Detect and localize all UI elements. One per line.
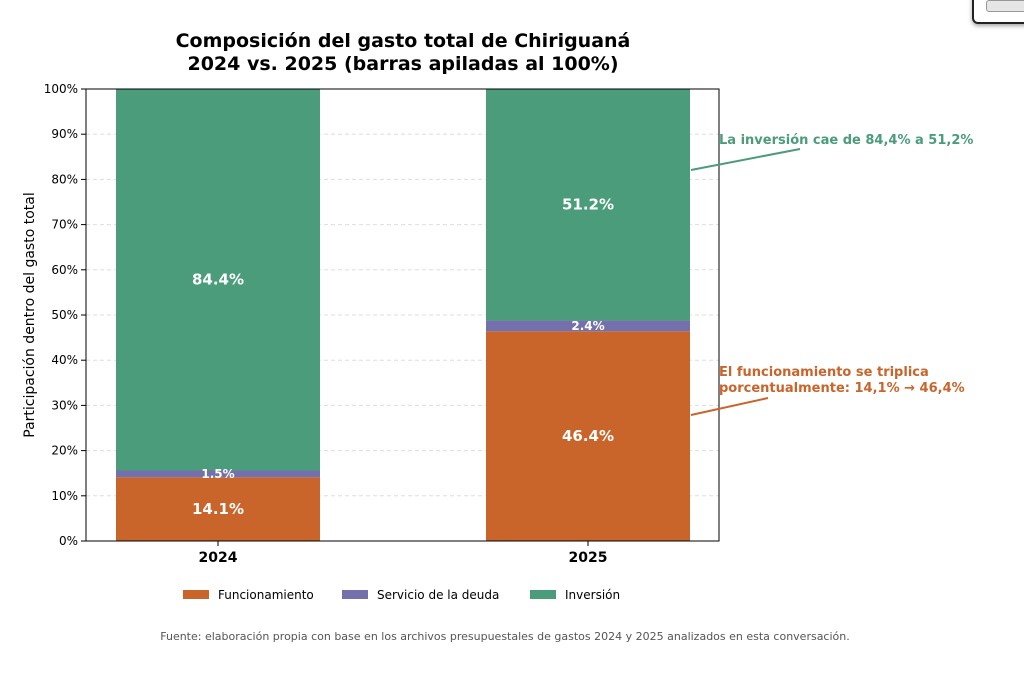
y-tick-label: 100% <box>44 82 78 96</box>
legend-label: Funcionamiento <box>218 588 314 602</box>
y-axis-label: Participación dentro del gasto total <box>22 192 38 438</box>
chart-subtitle: 2024 vs. 2025 (barras apiladas al 100%) <box>187 53 618 75</box>
y-tick-label: 0% <box>59 534 78 548</box>
bar-segment <box>486 331 690 541</box>
bar-segment <box>486 89 690 321</box>
annotation-arrow <box>690 148 801 171</box>
legend-swatch <box>530 590 556 599</box>
data-label: 14.1% <box>192 500 244 518</box>
x-tick-label: 2025 <box>569 550 608 566</box>
x-axis-ticks: 2024 2025 <box>199 541 608 566</box>
y-axis-ticks: 0% 10% 20% 30% 40% 50% 60% 70% 80% 90% 100% <box>44 82 86 548</box>
data-label: 84.4% <box>192 271 244 289</box>
source-note: Fuente: elaboración propia con base en l… <box>160 630 850 643</box>
bar-segment <box>486 320 690 332</box>
annotation-investment: La inversión cae de 84,4% a 51,2% <box>719 133 973 148</box>
bar-segment <box>116 470 320 478</box>
bar-segment <box>116 89 320 471</box>
y-tick-label: 10% <box>51 489 78 503</box>
window-control[interactable] <box>972 0 1024 24</box>
chart-title: Composición del gasto total de Chiriguan… <box>176 30 631 52</box>
annotation-functioning-line1: El funcionamiento se triplica <box>719 365 929 380</box>
legend-label: Servicio de la deuda <box>377 588 499 602</box>
data-label: 46.4% <box>562 427 614 445</box>
legend-swatch <box>183 590 209 599</box>
annotation-functioning-line2: porcentualmente: 14,1% → 46,4% <box>719 381 965 396</box>
data-label: 1.5% <box>201 467 234 481</box>
bar-labels: 14.1% 1.5% 84.4% 46.4% 2.4% 51.2% <box>192 196 614 518</box>
data-label: 51.2% <box>562 196 614 214</box>
x-tick-label: 2024 <box>199 550 238 566</box>
annotations: La inversión cae de 84,4% a 51,2% El func… <box>690 133 973 416</box>
bar-segment <box>116 477 320 541</box>
y-tick-label: 90% <box>51 127 78 141</box>
legend: Funcionamiento Servicio de la deuda Invers… <box>183 588 620 602</box>
y-tick-label: 70% <box>51 218 78 232</box>
annotation-arrow <box>690 397 769 416</box>
y-tick-label: 60% <box>51 263 78 277</box>
y-tick-label: 50% <box>51 308 78 322</box>
bars <box>116 89 690 541</box>
y-tick-label: 30% <box>51 398 78 412</box>
y-tick-label: 40% <box>51 353 78 367</box>
y-tick-label: 20% <box>51 444 78 458</box>
legend-swatch <box>342 590 368 599</box>
data-label: 2.4% <box>571 319 604 333</box>
legend-label: Inversión <box>565 588 620 602</box>
y-tick-label: 80% <box>51 172 78 186</box>
